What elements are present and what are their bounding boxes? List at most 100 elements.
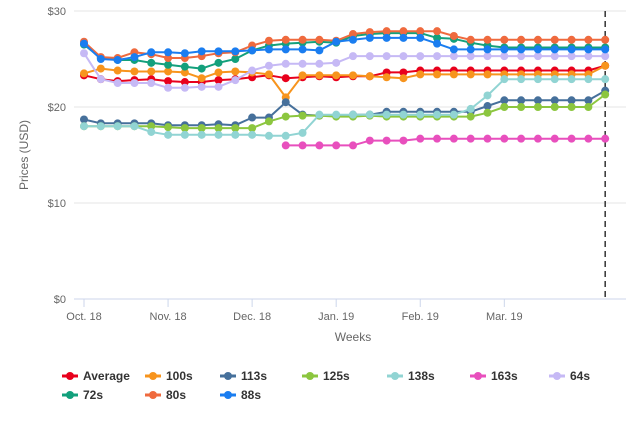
data-point[interactable]	[416, 134, 425, 143]
data-point[interactable]	[147, 122, 156, 131]
data-point[interactable]	[567, 35, 576, 44]
data-point[interactable]	[601, 75, 610, 84]
data-point[interactable]	[130, 122, 139, 131]
data-point[interactable]	[449, 134, 458, 143]
data-point[interactable]	[567, 134, 576, 143]
data-point[interactable]	[533, 96, 542, 105]
data-point[interactable]	[315, 46, 324, 55]
data-point[interactable]	[550, 75, 559, 84]
data-point[interactable]	[533, 103, 542, 111]
data-point[interactable]	[365, 136, 374, 145]
data-point[interactable]	[533, 75, 542, 84]
data-point[interactable]	[80, 122, 88, 131]
data-point[interactable]	[298, 71, 307, 80]
data-point[interactable]	[382, 110, 391, 119]
data-point[interactable]	[433, 134, 442, 143]
data-point[interactable]	[164, 48, 173, 57]
data-point[interactable]	[147, 127, 156, 136]
data-point[interactable]	[264, 45, 273, 54]
data-point[interactable]	[231, 124, 240, 133]
data-point[interactable]	[248, 113, 257, 122]
data-point[interactable]	[601, 134, 610, 143]
data-point[interactable]	[601, 52, 610, 61]
data-point[interactable]	[466, 52, 475, 61]
data-point[interactable]	[601, 35, 610, 44]
data-point[interactable]	[533, 134, 542, 143]
data-point[interactable]	[315, 35, 324, 44]
data-point[interactable]	[298, 141, 307, 150]
legend-item-64s[interactable]: 64s	[549, 369, 590, 383]
data-point[interactable]	[332, 58, 341, 67]
data-point[interactable]	[164, 60, 173, 69]
data-point[interactable]	[197, 130, 206, 139]
data-point[interactable]	[500, 96, 509, 105]
data-point[interactable]	[349, 71, 357, 80]
data-point[interactable]	[231, 76, 240, 85]
data-point[interactable]	[197, 64, 206, 73]
data-point[interactable]	[315, 59, 324, 68]
data-point[interactable]	[164, 123, 173, 132]
data-point[interactable]	[500, 134, 509, 143]
data-point[interactable]	[601, 90, 610, 99]
data-point[interactable]	[349, 35, 357, 44]
data-point[interactable]	[298, 128, 307, 137]
data-point[interactable]	[365, 28, 374, 37]
data-point[interactable]	[180, 83, 189, 92]
data-point[interactable]	[567, 45, 576, 54]
data-point[interactable]	[96, 75, 105, 84]
data-point[interactable]	[483, 70, 492, 79]
data-point[interactable]	[517, 103, 526, 111]
data-point[interactable]	[264, 36, 273, 45]
data-point[interactable]	[264, 131, 273, 140]
data-point[interactable]	[433, 27, 442, 36]
data-point[interactable]	[298, 35, 307, 44]
data-point[interactable]	[449, 110, 458, 119]
data-point[interactable]	[500, 52, 509, 61]
data-point[interactable]	[382, 73, 391, 82]
data-point[interactable]	[332, 71, 341, 80]
data-point[interactable]	[214, 68, 223, 77]
data-point[interactable]	[483, 52, 492, 61]
data-point[interactable]	[315, 110, 324, 119]
data-point[interactable]	[416, 27, 425, 36]
data-point[interactable]	[180, 130, 189, 139]
data-point[interactable]	[517, 35, 526, 44]
data-point[interactable]	[449, 45, 458, 54]
data-point[interactable]	[365, 110, 374, 119]
data-point[interactable]	[197, 124, 206, 133]
data-point[interactable]	[584, 96, 593, 105]
data-point[interactable]	[248, 124, 257, 133]
data-point[interactable]	[399, 68, 408, 77]
legend-item-72s[interactable]: 72s	[62, 388, 103, 402]
data-point[interactable]	[449, 52, 458, 61]
data-point[interactable]	[80, 69, 88, 78]
data-point[interactable]	[147, 58, 156, 67]
data-point[interactable]	[601, 45, 610, 54]
data-point[interactable]	[416, 52, 425, 61]
data-point[interactable]	[281, 74, 290, 83]
data-point[interactable]	[180, 49, 189, 58]
data-point[interactable]	[399, 33, 408, 42]
data-point[interactable]	[248, 130, 257, 139]
data-point[interactable]	[601, 61, 610, 70]
legend-item-163s[interactable]: 163s	[470, 369, 518, 383]
data-point[interactable]	[517, 134, 526, 143]
data-point[interactable]	[483, 45, 492, 54]
legend-item-80s[interactable]: 80s	[145, 388, 186, 402]
data-point[interactable]	[550, 134, 559, 143]
data-point[interactable]	[500, 103, 509, 111]
data-point[interactable]	[416, 33, 425, 42]
data-point[interactable]	[466, 112, 475, 121]
data-point[interactable]	[466, 35, 475, 44]
data-point[interactable]	[113, 122, 122, 131]
data-point[interactable]	[399, 27, 408, 36]
data-point[interactable]	[281, 45, 290, 54]
data-point[interactable]	[399, 110, 408, 119]
data-point[interactable]	[264, 70, 273, 79]
data-point[interactable]	[399, 74, 408, 83]
data-point[interactable]	[584, 103, 593, 111]
data-point[interactable]	[96, 122, 105, 131]
data-point[interactable]	[113, 79, 122, 87]
data-point[interactable]	[113, 66, 122, 75]
data-point[interactable]	[214, 76, 223, 85]
